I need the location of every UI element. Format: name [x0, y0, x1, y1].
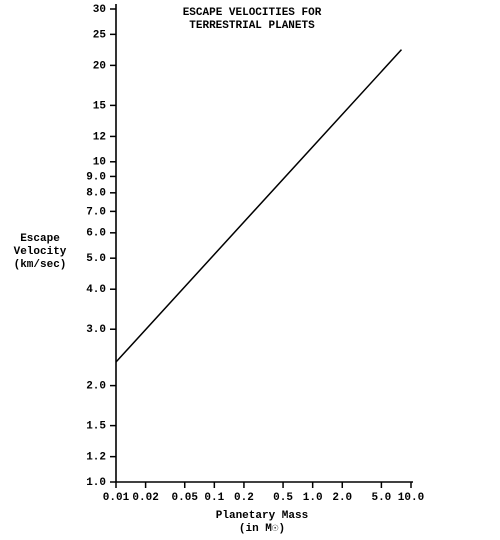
data-line	[115, 49, 403, 363]
y-tick-label: 15	[93, 100, 107, 112]
x-tick-label: 0.5	[273, 492, 293, 504]
x-axis-label: Planetary Mass	[216, 510, 308, 522]
y-tick-label: 9.0	[86, 171, 106, 183]
y-axis-label: Velocity	[14, 246, 67, 258]
x-tick-label: 0.1	[204, 492, 224, 504]
x-tick-label: 1.0	[303, 492, 323, 504]
y-tick-label: 1.2	[86, 452, 106, 464]
y-tick-label: 1.0	[86, 477, 106, 489]
y-tick-label: 8.0	[86, 188, 106, 200]
chart-title: ESCAPE VELOCITIES FOR	[183, 7, 322, 19]
y-tick-label: 1.5	[86, 421, 106, 433]
y-tick-label: 6.0	[86, 228, 106, 240]
y-tick-label: 20	[93, 60, 106, 72]
x-tick-label: 0.02	[132, 492, 158, 504]
y-tick-label: 5.0	[86, 253, 106, 265]
y-tick-label: 7.0	[86, 206, 106, 218]
y-tick-label: 12	[93, 131, 106, 143]
x-tick-label: 5.0	[371, 492, 391, 504]
x-tick-label: 10.0	[398, 492, 424, 504]
y-tick-label: 2.0	[86, 381, 106, 393]
y-tick-label: 10	[93, 157, 106, 169]
y-tick-label: 4.0	[86, 284, 106, 296]
x-tick-label: 0.05	[172, 492, 199, 504]
x-tick-label: 0.01	[103, 492, 130, 504]
x-tick-label: 0.2	[234, 492, 254, 504]
chart-title: TERRESTRIAL PLANETS	[189, 20, 315, 32]
y-axis-label: (km/sec)	[14, 259, 67, 271]
y-tick-label: 30	[93, 4, 106, 16]
y-tick-label: 25	[93, 29, 107, 41]
y-axis-label: Escape	[20, 233, 60, 245]
x-axis-label: (in M☉)	[239, 523, 285, 535]
y-tick-label: 3.0	[86, 324, 106, 336]
x-tick-label: 2.0	[332, 492, 352, 504]
